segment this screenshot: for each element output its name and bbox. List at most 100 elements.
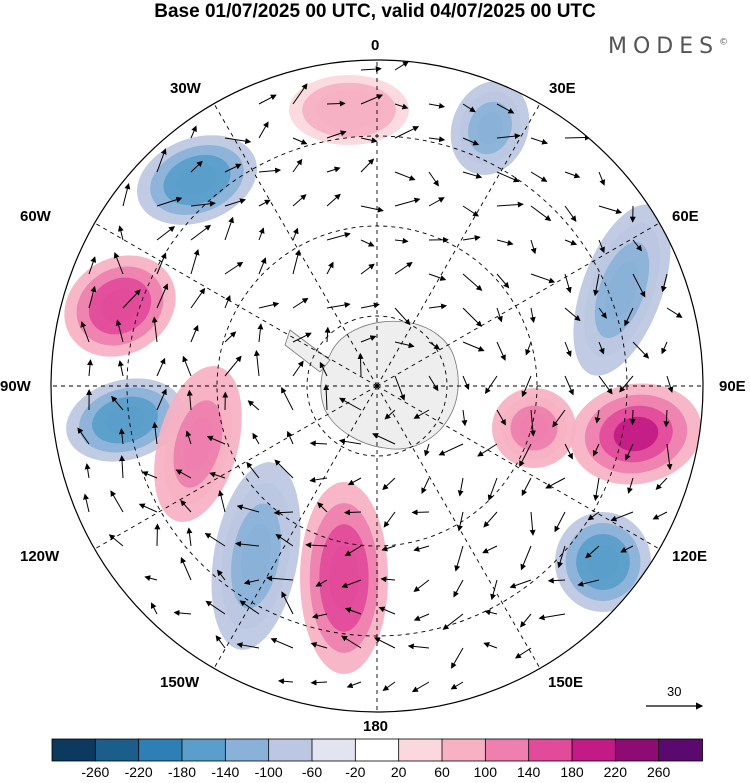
wind-vector [547, 577, 566, 584]
anomaly-center [476, 112, 504, 144]
anomaly-center [329, 545, 359, 611]
colorbar-tick-label: -220 [124, 764, 153, 780]
wind-vector [224, 331, 237, 343]
lon-label-150w: 150W [160, 674, 200, 691]
wind-vector [442, 613, 464, 630]
wind-vector [252, 432, 260, 445]
wind-vector [554, 511, 566, 533]
wind-vector [344, 509, 362, 516]
wind-vector [457, 511, 464, 532]
wind-vector [380, 576, 396, 583]
wind-vector [309, 440, 328, 447]
wind-vectors [77, 61, 683, 693]
wind-vector [394, 197, 421, 207]
wind-vector [326, 302, 351, 309]
wind-vector [564, 273, 572, 294]
wind-vector [292, 137, 308, 145]
wind-vector [519, 443, 532, 467]
colorbar-swatch [224, 738, 270, 762]
wind-vector [411, 509, 430, 516]
colorbar-tick-label: 100 [473, 764, 498, 780]
wind-vector [360, 94, 384, 105]
wind-vector [151, 316, 158, 343]
wind-vector [413, 613, 430, 621]
lon-label-150e: 150E [548, 674, 584, 691]
wind-vector [509, 579, 532, 589]
anomaly-center [613, 416, 659, 452]
wind-vector [421, 477, 430, 494]
wind-vector [625, 443, 634, 461]
wind-vector [521, 375, 532, 398]
wind-vector [253, 349, 260, 377]
wind-vector [529, 409, 536, 437]
anomaly-center [328, 98, 370, 122]
wind-vector [384, 409, 396, 420]
chart-title: Base 01/07/2025 00 UTC, valid 04/07/2025… [154, 1, 596, 22]
colorbar-tick-label: 140 [516, 764, 541, 780]
colorbar-swatch [311, 738, 357, 762]
wind-vector [218, 489, 226, 513]
wind-vector [258, 257, 267, 275]
map-border [50, 59, 704, 713]
wind-vector [462, 375, 470, 391]
wind-vector [487, 477, 498, 501]
wind-vector [88, 285, 97, 309]
wind-vector [666, 375, 674, 393]
lon-label-60e: 60E [672, 208, 699, 225]
wind-vector [305, 542, 328, 549]
wind-vector [450, 681, 464, 690]
wind-vector [496, 307, 503, 323]
wind-vector [310, 679, 328, 686]
wind-vector [529, 307, 536, 324]
wind-vector [598, 375, 613, 395]
wind-vector [315, 579, 328, 587]
wind-vector [407, 643, 430, 650]
colorbar-tick-label: 260 [646, 764, 671, 780]
colorbar-tick-label: -260 [81, 764, 110, 780]
wind-vector [239, 600, 260, 615]
wind-vector [360, 263, 375, 275]
wind-vector [224, 261, 244, 275]
wind-vector [666, 443, 673, 471]
wind-vector [186, 527, 193, 547]
wind-vector [462, 307, 483, 327]
wind-vector [152, 421, 159, 445]
wind-vector [394, 375, 406, 401]
anomaly-center [104, 405, 146, 435]
anomaly-center [605, 260, 639, 320]
wind-vector [150, 602, 158, 615]
wind-vector [206, 435, 226, 445]
wind-vector [587, 511, 600, 521]
wind-vector [413, 409, 430, 419]
wind-vector [324, 326, 331, 343]
wind-vector [564, 239, 578, 246]
wind-vector [246, 461, 260, 479]
wind-vector [594, 409, 601, 424]
wind-vector [292, 332, 312, 343]
wind-vector [529, 511, 536, 536]
wind-vector [461, 409, 468, 427]
wind-vector [310, 641, 328, 649]
wind-vector [185, 430, 192, 445]
wind-vector [394, 341, 415, 349]
colorbar-tick-label: 220 [603, 764, 628, 780]
colorbar-swatch [51, 738, 97, 762]
wind-vector [360, 335, 377, 343]
wind-vector [530, 239, 537, 255]
wind-vector [454, 545, 464, 572]
lat-lon-grid [51, 60, 703, 712]
wind-vector [424, 443, 430, 457]
wind-vector [394, 126, 420, 139]
wind-vector [462, 273, 483, 291]
lon-label-90w: 90W [0, 378, 31, 395]
wind-vector [258, 227, 265, 241]
wind-vector [83, 493, 90, 513]
wind-vector [632, 341, 650, 359]
wind-vector [205, 600, 226, 615]
wind-vector [258, 121, 269, 139]
wind-vector [144, 575, 158, 582]
wind-vector [428, 303, 448, 310]
wind-vector [156, 226, 176, 241]
wind-vector [190, 249, 200, 275]
wind-vector [428, 273, 447, 281]
